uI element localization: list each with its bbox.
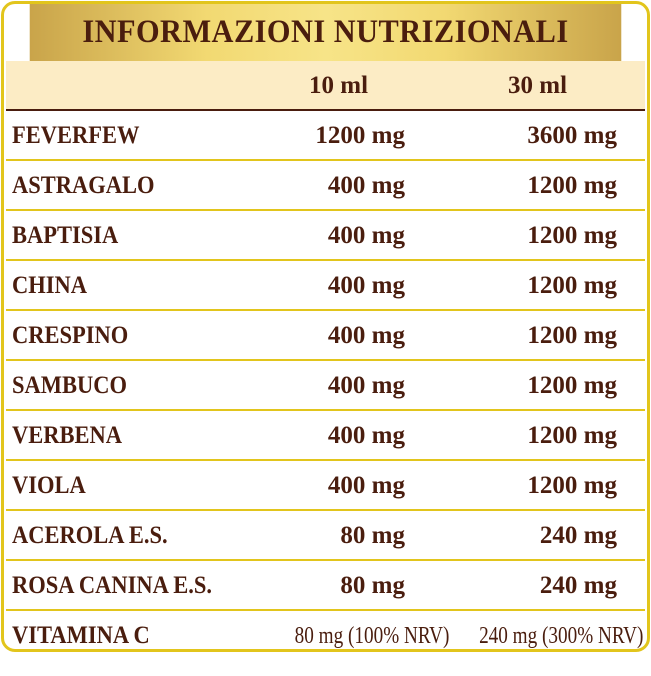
value-30ml: 1200 mg — [527, 272, 617, 299]
value-10ml: 400 mg — [327, 222, 405, 249]
value-30ml: 240 mg — [539, 572, 617, 599]
value-10ml: 400 mg — [327, 322, 405, 349]
value-30ml: 1200 mg — [527, 322, 617, 349]
table-row: FEVERFEW 1200 mg 3600 mg — [6, 111, 645, 161]
column-header-10ml: 10 ml — [309, 72, 369, 99]
nutrition-table: INFORMAZIONI NUTRIZIONALI 10 ml 30 ml FE… — [1, 1, 650, 652]
ingredient-name: CRESPINO — [12, 322, 129, 349]
value-30ml: 1200 mg — [527, 222, 617, 249]
value-10ml: 400 mg — [327, 372, 405, 399]
ingredient-name: ROSA CANINA E.S. — [12, 572, 213, 599]
value-30ml: 1200 mg — [527, 472, 617, 499]
table-row: CRESPINO 400 mg 1200 mg — [6, 311, 645, 361]
value-30ml: 1200 mg — [527, 422, 617, 449]
ingredient-name: CHINA — [12, 272, 88, 299]
ingredient-name: ASTRAGALO — [12, 172, 155, 199]
value-10ml: 80 mg — [340, 572, 405, 599]
ingredient-name: VERBENA — [12, 422, 123, 449]
ingredient-name: VITAMINA C — [12, 622, 150, 649]
value-10ml: 400 mg — [327, 422, 405, 449]
value-10ml: 400 mg — [327, 272, 405, 299]
value-10ml: 80 mg (100% NRV) — [294, 623, 449, 649]
value-10ml: 1200 mg — [315, 122, 405, 149]
ingredient-name: FEVERFEW — [12, 122, 140, 149]
table-row: BAPTISIA 400 mg 1200 mg — [6, 211, 645, 261]
header-row: 10 ml 30 ml — [6, 61, 645, 111]
table-row: VITAMINA C 80 mg (100% NRV) 240 mg (300%… — [6, 611, 645, 649]
table-row: ACEROLA E.S. 80 mg 240 mg — [6, 511, 645, 561]
value-30ml: 3600 mg — [527, 122, 617, 149]
value-10ml: 80 mg — [340, 522, 405, 549]
ingredient-name: ACEROLA E.S. — [12, 522, 168, 549]
column-header-30ml: 30 ml — [508, 72, 568, 99]
value-30ml: 1200 mg — [527, 372, 617, 399]
table-row: ASTRAGALO 400 mg 1200 mg — [6, 161, 645, 211]
table-row: CHINA 400 mg 1200 mg — [6, 261, 645, 311]
value-10ml: 400 mg — [327, 172, 405, 199]
ingredient-name: BAPTISIA — [12, 222, 119, 249]
value-30ml: 1200 mg — [527, 172, 617, 199]
table-row: SAMBUCO 400 mg 1200 mg — [6, 361, 645, 411]
table-row: VERBENA 400 mg 1200 mg — [6, 411, 645, 461]
value-30ml: 240 mg (300% NRV) — [478, 623, 643, 649]
table-title: INFORMAZIONI NUTRIZIONALI — [29, 4, 622, 61]
value-30ml: 240 mg — [539, 522, 617, 549]
ingredient-name: SAMBUCO — [12, 372, 128, 399]
table-row: VIOLA 400 mg 1200 mg — [6, 461, 645, 511]
ingredient-name: VIOLA — [12, 472, 86, 499]
value-10ml: 400 mg — [327, 472, 405, 499]
table-row: ROSA CANINA E.S. 80 mg 240 mg — [6, 561, 645, 611]
